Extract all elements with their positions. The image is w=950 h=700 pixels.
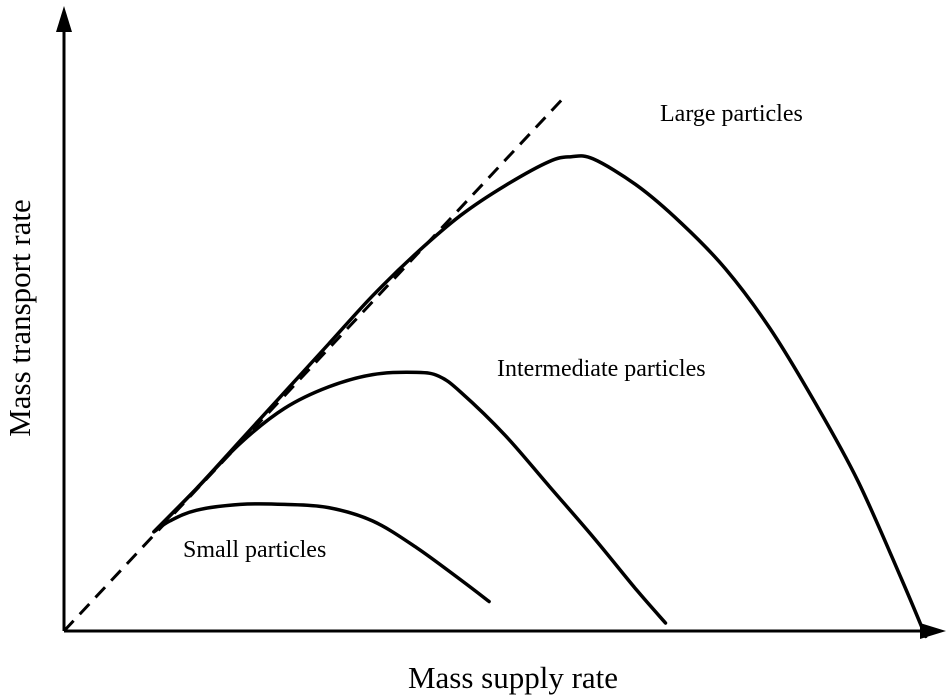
- reference-line-dashed: [62, 93, 568, 633]
- series-label-intermediate-particles: Intermediate particles: [497, 356, 706, 382]
- series-line-small-particles: [152, 502, 491, 604]
- y-axis-arrowhead: [56, 6, 72, 32]
- x-axis-title: Mass supply rate: [408, 660, 618, 695]
- y-axis-title: Mass transport rate: [2, 199, 37, 437]
- series-labels: Large particles Intermediate particles S…: [183, 101, 803, 563]
- series-line-large-particles: [152, 154, 928, 639]
- series-label-large-particles: Large particles: [660, 101, 803, 127]
- plot-area: [62, 93, 928, 639]
- series-label-small-particles: Small particles: [183, 537, 326, 563]
- series-line-intermediate-particles: [152, 370, 668, 625]
